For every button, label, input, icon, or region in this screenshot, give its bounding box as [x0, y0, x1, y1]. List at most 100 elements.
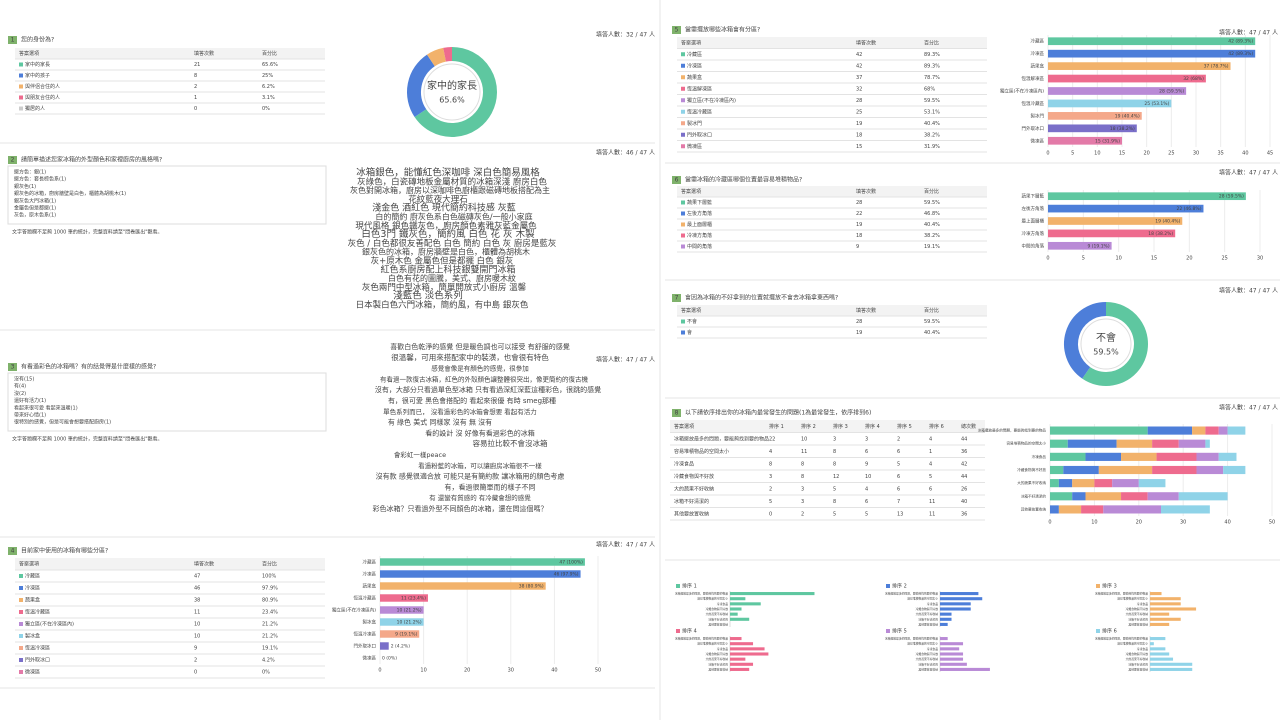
- color-swatch: [681, 233, 685, 238]
- table-cell: 19.1%: [262, 646, 278, 652]
- respondent-count: 填答人數：47 / 47 人: [1219, 287, 1278, 295]
- table-cell: 冷藏區: [25, 573, 40, 580]
- x-tick-label: 10: [1094, 151, 1100, 157]
- stacked-bar-segment: [1121, 492, 1148, 501]
- mini-y-label: 冷凍食品: [927, 602, 938, 606]
- x-tick-label: 10: [1091, 520, 1097, 526]
- donut-segment: [427, 47, 447, 67]
- value-label: 42 (89.3%): [1228, 51, 1253, 57]
- mini-bar: [940, 667, 990, 671]
- mini-bar: [730, 612, 738, 616]
- table-cell: 微凍區: [25, 669, 40, 676]
- mini-y-label: 冷藏食物與不好放: [1126, 652, 1149, 656]
- mini-y-label: 冷凍食品: [1137, 602, 1148, 606]
- color-swatch: [681, 244, 685, 249]
- value-label: 10 (21.2%): [397, 620, 422, 626]
- color-swatch: [681, 319, 685, 324]
- question-tag: [8, 363, 17, 371]
- mini-bar: [940, 652, 964, 656]
- table-header: 百分比: [262, 561, 277, 568]
- legend-swatch: [886, 629, 890, 633]
- stacked-bar-segment: [1050, 465, 1064, 475]
- stacked-bar-segment: [1067, 439, 1117, 448]
- table-cell: 46.8%: [924, 211, 940, 217]
- color-swatch: [681, 63, 685, 68]
- table-cell: 不會: [687, 318, 697, 325]
- mini-bar: [1150, 652, 1170, 656]
- y-tick-label: 冰箱不好清潔的: [1021, 493, 1047, 498]
- mini-bar: [730, 597, 746, 601]
- table-cell: 59.5%: [924, 319, 940, 325]
- legend-swatch: [1096, 584, 1100, 588]
- mini-bar: [730, 642, 754, 646]
- legend-label: 排序 3: [1102, 583, 1117, 590]
- table-cell: 40: [961, 499, 967, 505]
- mini-bar: [940, 647, 960, 651]
- value-label: 28 (59.5%): [1159, 89, 1184, 95]
- table-cell: 8: [194, 73, 197, 79]
- mini-bar: [1150, 622, 1170, 626]
- table-cell: 蔬果盒: [25, 597, 40, 604]
- question-title: 當需擺放哪些冰箱會有分區?: [685, 26, 760, 34]
- table-cell: 獨居的人: [25, 105, 45, 112]
- word-cloud-phrase: 有，看過很簡單而的樣子不同: [445, 482, 536, 491]
- x-tick-label: 15: [1151, 256, 1157, 262]
- table-cell: 0%: [262, 106, 270, 112]
- table-cell: 蔬果盒: [687, 74, 702, 81]
- mini-y-label: 容易堆積物品的空間太小: [697, 642, 728, 646]
- y-tick-label: 冷凍食品: [1032, 454, 1047, 459]
- y-tick-label: 蔬果盒: [1031, 63, 1045, 70]
- table-cell: 獨立區(不在冷凍區內): [25, 621, 74, 628]
- table-cell: 獨立區(不在冷凍區內): [687, 97, 736, 104]
- table-cell: 1: [194, 95, 197, 101]
- mini-y-label: 冰箱擺放最多的問題，要能夠找到要的物品: [1095, 637, 1148, 641]
- mini-y-label: 其他要放置收納: [918, 667, 938, 671]
- bar: [380, 570, 581, 578]
- mini-y-label: 容易堆積物品的空間太小: [907, 597, 938, 601]
- stacked-bar-segment: [1152, 439, 1179, 448]
- table-cell: 冷凍區: [25, 585, 40, 592]
- y-tick-label: 獨立區(不在冷凍區內): [1000, 88, 1044, 95]
- table-cell: 28: [856, 319, 862, 325]
- bar: [380, 606, 424, 614]
- color-swatch: [681, 200, 685, 205]
- x-tick-label: 15: [1119, 151, 1125, 157]
- mini-bar: [730, 662, 754, 666]
- table-cell: 6: [929, 486, 932, 492]
- y-tick-label: 最上面層櫃: [1022, 218, 1045, 225]
- table-cell: 36: [961, 449, 967, 455]
- color-swatch: [19, 622, 23, 626]
- mini-bar: [940, 642, 964, 646]
- value-label: 19 (40.4%): [1155, 219, 1180, 225]
- bar: [1048, 87, 1187, 95]
- question-number: 1: [11, 37, 15, 44]
- table-header-bg: [670, 420, 985, 433]
- question-title: 以下請依序排出你的冰箱內最常發生的問題(1為最常發生，依序排到6): [685, 409, 871, 417]
- stacked-bar-segment: [1218, 426, 1228, 435]
- x-tick-label: 20: [464, 668, 470, 674]
- mini-y-label: 冰箱不好清潔的: [708, 617, 728, 621]
- table-cell: 最上面層櫃: [687, 221, 712, 228]
- stacked-bar-segment: [1094, 479, 1113, 488]
- stacked-bar-segment: [1050, 479, 1059, 488]
- table-cell: 恆溫冷藏區: [687, 108, 712, 115]
- color-swatch: [19, 598, 23, 602]
- legend-label: 排序 2: [892, 583, 907, 590]
- word-cloud-phrase: 灰色兩門中型冰箱，簡單開放式小廚房 溫馨: [362, 282, 527, 293]
- table-cell: 5: [833, 511, 836, 517]
- stacked-bar-segment: [1050, 452, 1086, 461]
- table-cell: 3: [833, 436, 836, 442]
- table-cell: 32: [856, 86, 862, 92]
- stacked-bar-segment: [1196, 465, 1224, 475]
- color-swatch: [19, 646, 23, 650]
- table-cell: 冷凍區: [687, 62, 702, 69]
- word-cloud-phrase: 白色3門 鐵灰色，簡約風 白色 花 灰 木製: [361, 228, 535, 240]
- bar: [1048, 124, 1137, 133]
- table-cell: 25: [856, 109, 862, 115]
- y-tick-label: 中間的角落: [1022, 242, 1045, 249]
- question-title: 有看過彩色的冰箱嗎？有的話覺得是什麼樣的感覺?: [21, 363, 156, 371]
- table-header: 答案選項: [681, 39, 701, 46]
- table-header: 百分比: [924, 188, 939, 195]
- table-cell: 10: [194, 634, 200, 640]
